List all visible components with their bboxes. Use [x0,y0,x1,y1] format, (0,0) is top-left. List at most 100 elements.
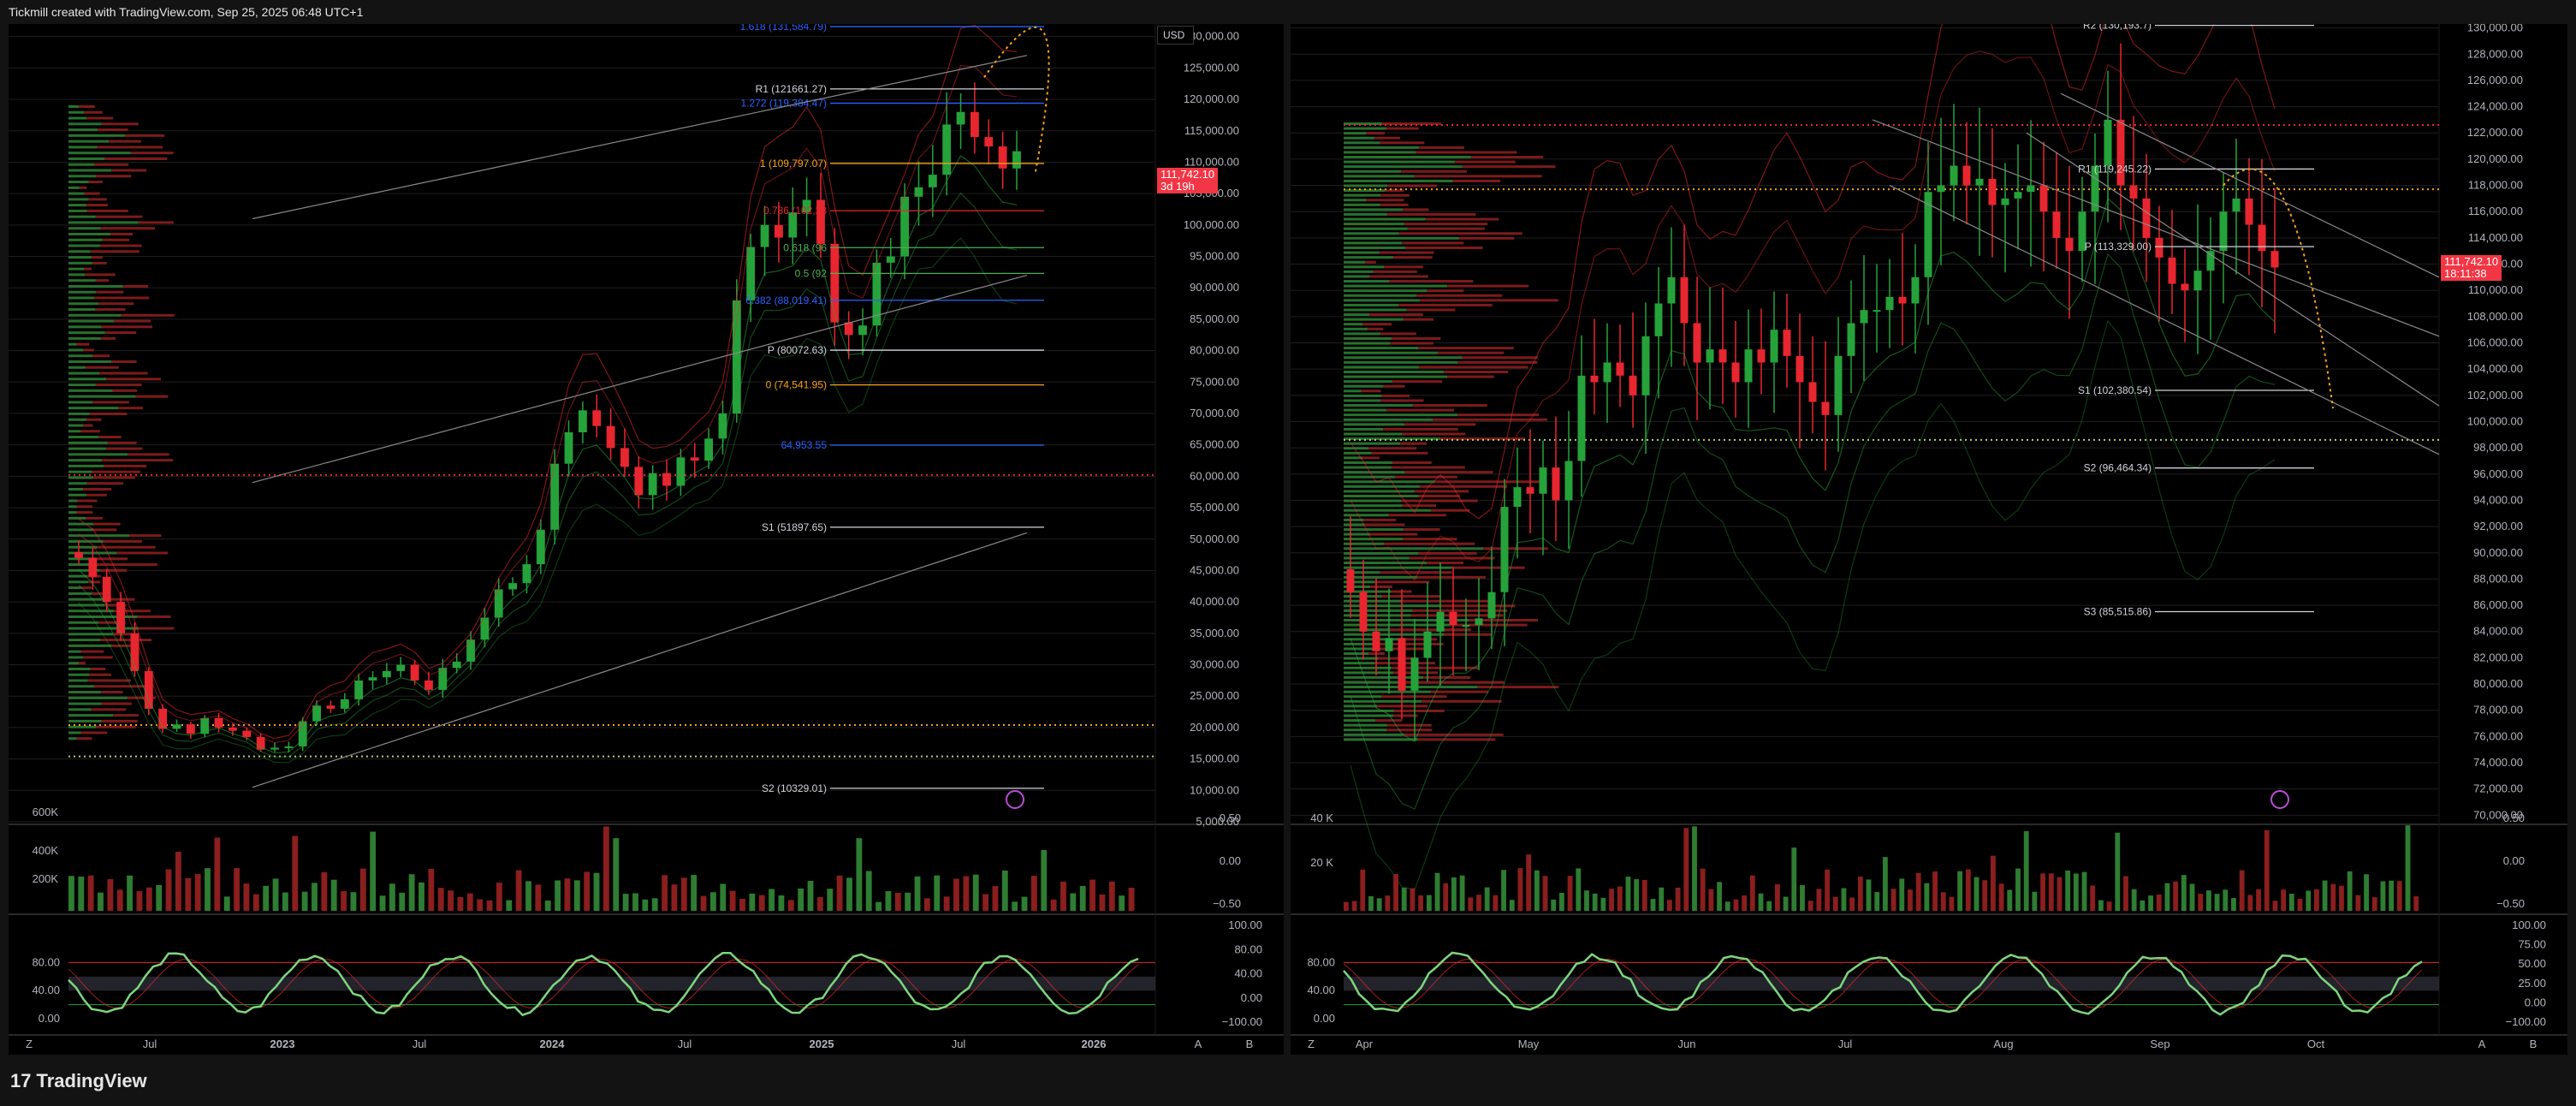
price-axis-tick: 120,000.00 [2467,152,2523,165]
volume-profile-up [68,568,100,572]
volume-bar [457,897,464,911]
left-chart-svg[interactable]: 1.618 (131,584.79) R1 (121661.27) 1.272 (1… [9,24,1284,1055]
volume-bar [1849,897,1855,911]
price-axis-tick: 70,000.00 [2473,808,2523,821]
volume-profile-down [1393,709,1445,712]
volume-bar [1418,895,1424,911]
volume-bar [2090,885,2096,911]
volume-bar [2288,893,2294,911]
volume-axis-tick: 200K [33,872,59,885]
envelope-band [1350,24,2276,520]
volume-profile-down [1380,571,1452,574]
volume-profile-down [106,447,143,450]
volume-profile-up [1344,151,1416,154]
chart-panel-right[interactable]: R2 (130,193.7) R1 (119,245.22) P (113,329.… [1291,24,2567,1055]
volume-bar [953,878,959,911]
volume-profile-up [1344,590,1392,593]
level-label: 0 (74,541.95) [766,379,827,391]
settings-icon: B [1246,1038,1254,1050]
volume-bar [428,869,435,911]
volume-profile-up [1344,475,1395,479]
candle-body [620,448,629,467]
candle-body [928,175,937,187]
volume-profile-down [94,296,150,300]
candle-body [1616,362,1624,376]
volume-bar [1857,877,1863,911]
volume-bar [680,877,687,911]
volume-profile-down [111,360,137,363]
volume-bar [1675,887,1681,911]
chart-panel-left[interactable]: 1.618 (131,584.79) R1 (121661.27) 1.272 (1… [9,24,1284,1055]
volume-profile-up [1344,523,1365,526]
stoch-right-tick: 50.00 [2518,957,2546,970]
volume-profile-up [68,244,100,247]
volume-profile-up [1344,313,1370,317]
level-label: S1 (51897.65) [762,521,827,533]
tradingview-logo[interactable]: 17 TradingView [10,1070,147,1092]
candle-body [1436,611,1445,632]
volume-bar [1060,881,1066,911]
candle-body [326,705,335,709]
candle-body [998,146,1007,169]
volume-profile-down [93,476,136,479]
candle-body [186,724,195,734]
volume-bar [603,826,609,911]
volume-profile-down [113,714,139,717]
volume-bar [1724,901,1730,911]
candle-body [2193,271,2202,291]
stoch-right-tick: 0.00 [1241,991,1262,1004]
volume-bar [2380,881,2386,911]
volume-profile-down [1425,217,1499,221]
volume-bar [272,878,279,911]
volume-bar [1807,901,1813,911]
candle-body [1641,336,1650,395]
volume-profile-down [79,662,86,665]
candle-body [480,617,490,640]
volume-profile-down [77,499,98,502]
volume-bar [1825,869,1830,911]
candle-body [229,727,237,731]
volume-profile-up [68,528,93,532]
price-axis-tick: 100,000.00 [2467,414,2523,427]
footer: 17 TradingView [0,1055,2576,1106]
candle-body [886,256,895,263]
stoch-k-line [68,951,1139,1017]
volume-bar [535,884,542,911]
volume-bar [573,880,580,911]
volume-profile-down [1434,480,1545,484]
volume-bar [2281,889,2287,911]
volume-bar [2181,875,2187,911]
candle-body [956,111,965,125]
candle-body [1654,303,1663,336]
right-chart-svg[interactable]: R2 (130,193.7) R1 (119,245.22) P (113,329.… [1291,24,2567,1055]
volume-bar [1600,897,1606,911]
volume-profile-up [1344,508,1432,512]
volume-profile-down [1433,418,1547,421]
volume-profile-up [1344,179,1453,182]
price-axis-tick: 20,000.00 [1190,721,1239,734]
volume-profile-down [1371,451,1428,455]
volume-profile-up [68,169,112,172]
volume-axis-tick: 40 K [1310,812,1333,824]
volume-bar [1932,871,1938,911]
volume-bar [1998,883,2004,911]
volume-profile-down [1387,184,1438,187]
volume-profile-up [1344,323,1363,326]
volume-bar [758,895,765,911]
volume-profile-down [95,279,110,282]
volume-profile-down [1392,380,1443,384]
volume-bar [1443,883,1449,911]
volume-profile-up [68,482,87,485]
volume-profile-up [1344,547,1484,550]
volume-profile-up [1344,619,1469,621]
volume-bar [477,899,484,911]
volume-profile-down [1375,719,1403,722]
candle-body [1834,355,1843,415]
currency-label[interactable]: USD [1157,26,1195,45]
volume-profile-up [68,459,103,462]
volume-profile-up [1344,633,1445,636]
volume-profile-up [68,493,86,497]
volume-profile-up [1344,284,1448,288]
volume-profile-up [1344,384,1384,388]
price-axis-tick: 45,000.00 [1190,563,1239,576]
